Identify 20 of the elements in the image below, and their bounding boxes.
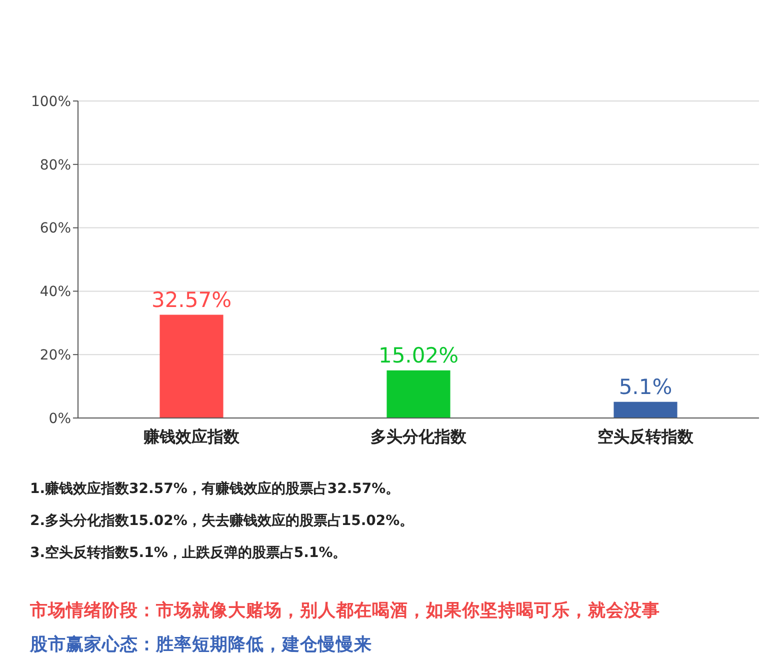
y-tick-label: 20%: [40, 348, 71, 364]
y-tick-label: 40%: [40, 284, 71, 300]
text: 1.赚钱效应指数32.57%，有赚钱效应的股票占32.57%。: [30, 480, 400, 497]
y-tick-label: 80%: [40, 157, 71, 174]
text: 市场情绪阶段：市场就像大赌场，别人都在喝酒，如果你坚持喝可乐，就会没事: [29, 600, 660, 621]
y-tick-label: 0%: [48, 410, 71, 427]
x-tick-label: 空头反转指数: [598, 427, 694, 446]
data-label: 32.57%: [151, 288, 232, 312]
bar: [386, 370, 450, 418]
bar: [614, 402, 678, 418]
y-tick-label: 100%: [30, 94, 71, 110]
text: 3.空头反转指数5.1%，止跌反弹的股票占5.1%。: [30, 544, 347, 561]
text: 股市赢家心态：胜率短期降低，建仓慢慢来: [29, 634, 372, 655]
y-tick-label: 60%: [40, 220, 71, 237]
x-tick-label: 赚钱效应指数: [142, 427, 240, 446]
data-label: 15.02%: [378, 343, 459, 368]
x-tick-label: 多头分化指数: [370, 427, 468, 446]
bar: [160, 314, 224, 418]
data-label: 5.1%: [618, 374, 672, 399]
text: 2.多头分化指数15.02%，失去赚钱效应的股票占15.02%。: [30, 512, 414, 529]
